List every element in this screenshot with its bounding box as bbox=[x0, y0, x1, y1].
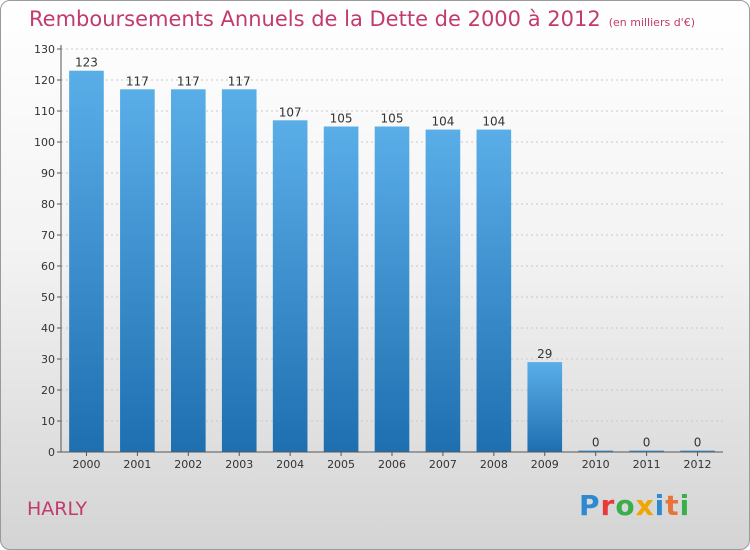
logo-letter: x bbox=[635, 489, 655, 522]
data-label-2006: 105 bbox=[381, 112, 404, 126]
data-label-2011: 0 bbox=[643, 436, 651, 450]
data-label-2010: 0 bbox=[592, 436, 600, 450]
data-label-2009: 29 bbox=[537, 347, 552, 361]
bar-2002 bbox=[170, 89, 206, 453]
y-tick-label: 110 bbox=[34, 105, 55, 118]
y-tick-label: 40 bbox=[41, 322, 55, 335]
commune-name: HARLY bbox=[27, 498, 88, 520]
logo-letter: t bbox=[665, 489, 680, 522]
x-tick-label-2006: 2006 bbox=[378, 458, 406, 471]
x-tick-label-2003: 2003 bbox=[225, 458, 253, 471]
data-label-2007: 104 bbox=[431, 115, 454, 129]
chart-unit: (en milliers d'€) bbox=[608, 16, 695, 29]
y-tick-label: 120 bbox=[34, 74, 55, 87]
data-label-2000: 123 bbox=[75, 56, 98, 70]
y-tick-label: 130 bbox=[34, 43, 55, 56]
y-tick-label: 100 bbox=[34, 136, 55, 149]
x-tick-label-2008: 2008 bbox=[480, 458, 508, 471]
bar-2000 bbox=[69, 70, 104, 452]
logo-letter: r bbox=[600, 489, 616, 522]
x-tick-label-2007: 2007 bbox=[429, 458, 457, 471]
y-tick-label: 60 bbox=[41, 260, 55, 273]
data-label-2008: 104 bbox=[482, 115, 505, 129]
bar-2006 bbox=[374, 126, 410, 452]
x-tick-label-2002: 2002 bbox=[174, 458, 202, 471]
axes: 0 10 20 30 40 50 60 70 80 90 100 110 120 130 2000 2001 2… bbox=[34, 43, 723, 471]
logo-letter: o bbox=[615, 489, 636, 522]
data-label-2004: 107 bbox=[279, 105, 302, 119]
x-tick-label-2012: 2012 bbox=[684, 458, 712, 471]
x-tick-label-2011: 2011 bbox=[633, 458, 661, 471]
data-label-2012: 0 bbox=[694, 436, 702, 450]
bar-2001 bbox=[120, 89, 155, 453]
x-tick-label-2001: 2001 bbox=[123, 458, 151, 471]
bar-2003 bbox=[221, 89, 257, 453]
data-label-2005: 105 bbox=[330, 112, 353, 126]
y-tick-label: 80 bbox=[41, 198, 55, 211]
chart-title: Remboursements Annuels de la Dette de 20… bbox=[29, 7, 695, 31]
bar-2012 bbox=[680, 450, 715, 452]
bar-2007 bbox=[425, 129, 461, 452]
x-tick-label-2010: 2010 bbox=[582, 458, 610, 471]
x-tick-label-2005: 2005 bbox=[327, 458, 355, 471]
bar-2009 bbox=[527, 362, 563, 452]
data-label-2002: 117 bbox=[177, 74, 200, 88]
y-tick-label: 10 bbox=[41, 415, 55, 428]
y-tick-label: 70 bbox=[41, 229, 55, 242]
logo-letter: i bbox=[654, 489, 666, 522]
logo-letter: P bbox=[579, 489, 601, 522]
y-tick-label: 30 bbox=[41, 353, 55, 366]
x-tick-label-2004: 2004 bbox=[276, 458, 304, 471]
chart-title-text: Remboursements Annuels de la Dette de 20… bbox=[29, 7, 601, 31]
y-tick-label: 50 bbox=[41, 291, 55, 304]
bar-2004 bbox=[272, 120, 308, 453]
y-tick-label: 0 bbox=[48, 446, 55, 459]
logo-letter: i bbox=[679, 489, 691, 522]
bar-2008 bbox=[476, 129, 512, 452]
x-tick-label-2000: 2000 bbox=[72, 458, 100, 471]
data-label-2003: 117 bbox=[228, 74, 251, 88]
data-label-2001: 117 bbox=[126, 74, 149, 88]
x-tick-label-2009: 2009 bbox=[531, 458, 559, 471]
y-tick-label: 90 bbox=[41, 167, 55, 180]
proxiti-logo: Proxiti bbox=[579, 489, 690, 522]
bar-2011 bbox=[629, 450, 664, 452]
bars bbox=[69, 70, 715, 453]
data-labels: 123 117 117 117 107 105 105 104 104 29 0 0 0 bbox=[75, 56, 701, 450]
bar-2005 bbox=[323, 126, 359, 452]
bar-2010 bbox=[578, 450, 614, 452]
y-tick-label: 20 bbox=[41, 384, 55, 397]
